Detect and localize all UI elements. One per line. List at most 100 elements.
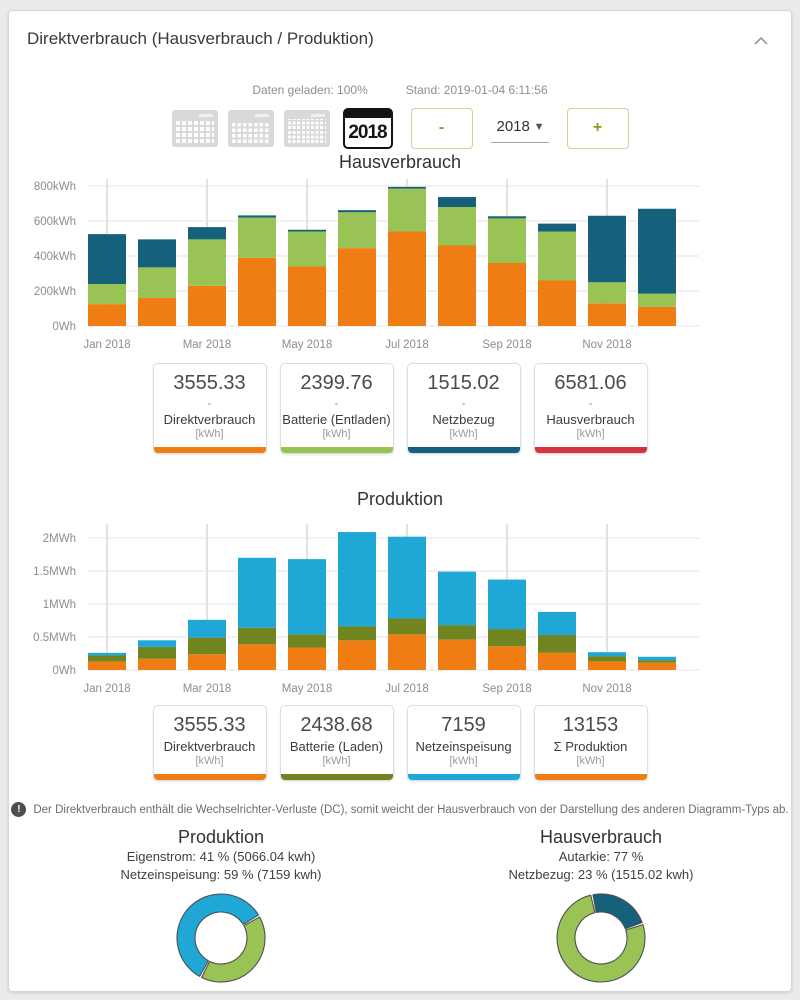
x-tick-label: Mar 2018: [183, 683, 232, 695]
bar-segment-batterie-laden[interactable]: [338, 626, 376, 641]
stat-label: Batterie (Entladen): [282, 412, 391, 427]
donut-slice-netzbezug[interactable]: [592, 893, 643, 930]
year-select[interactable]: 2018 ▼: [490, 113, 549, 143]
collapse-panel-button[interactable]: [753, 33, 773, 49]
bar-segment-netzbezug[interactable]: [438, 197, 476, 207]
calendar-year-view-icon[interactable]: 2018: [342, 107, 393, 149]
bar-segment-netzbezug[interactable]: [288, 229, 326, 232]
bar-segment-netzbezug[interactable]: [388, 186, 426, 189]
bar-segment-direktverbrauch[interactable]: [138, 658, 176, 670]
bar-segment-netzbezug[interactable]: [488, 216, 526, 219]
donut-slice-autarkie[interactable]: [556, 894, 646, 983]
next-year-button[interactable]: +: [566, 107, 629, 149]
produktion-donut-chart[interactable]: [166, 889, 276, 989]
bar-segment-direktverbrauch[interactable]: [388, 231, 426, 327]
bar-segment-batterie-entladen[interactable]: [438, 207, 476, 246]
bar-segment-batterie-laden[interactable]: [538, 635, 576, 653]
bar-segment-netzeinspeisung[interactable]: [488, 579, 526, 630]
x-tick-label: Sep 2018: [482, 683, 531, 695]
bar-segment-direktverbrauch[interactable]: [338, 640, 376, 670]
bar-segment-netzeinspeisung[interactable]: [388, 536, 426, 619]
bar-segment-direktverbrauch[interactable]: [238, 257, 276, 326]
bar-segment-batterie-laden[interactable]: [638, 660, 676, 663]
bar-segment-netzbezug[interactable]: [88, 234, 126, 284]
bar-segment-direktverbrauch[interactable]: [438, 245, 476, 327]
bar-segment-netzeinspeisung[interactable]: [588, 652, 626, 657]
bar-segment-batterie-laden[interactable]: [488, 629, 526, 647]
bar-segment-netzbezug[interactable]: [138, 239, 176, 268]
hausverbrauch-donut-chart[interactable]: [546, 889, 656, 989]
hausverbrauch-bar-chart[interactable]: 0Wh 200kWh 400kWh 600kWh 800kWh Jan 2018 Mar 2…: [9, 171, 789, 363]
bar-segment-direktverbrauch[interactable]: [138, 298, 176, 326]
produktion-bar-chart[interactable]: 0Wh 0.5MWh 1MWh 1.5MWh 2MWh Jan 2018 Mar 2018 M…: [9, 516, 789, 708]
bar-segment-netzbezug[interactable]: [538, 223, 576, 232]
bar-segment-batterie-laden[interactable]: [188, 637, 226, 655]
bar-segment-netzeinspeisung[interactable]: [338, 532, 376, 627]
bar-segment-netzeinspeisung[interactable]: [138, 640, 176, 647]
bar-segment-direktverbrauch[interactable]: [488, 646, 526, 670]
bar-segment-direktverbrauch[interactable]: [538, 280, 576, 327]
stat-color-bar: [153, 447, 266, 453]
bar-segment-netzbezug[interactable]: [338, 210, 376, 213]
bar-segment-netzeinspeisung[interactable]: [438, 571, 476, 626]
bar-segment-direktverbrauch[interactable]: [438, 639, 476, 670]
bar-segment-direktverbrauch[interactable]: [338, 248, 376, 326]
bar-segment-batterie-entladen[interactable]: [138, 267, 176, 298]
bar-segment-netzeinspeisung[interactable]: [638, 656, 676, 661]
stat-value: 6581.06: [554, 372, 627, 394]
summary-title: Hausverbrauch: [539, 827, 663, 847]
bar-segment-batterie-laden[interactable]: [588, 656, 626, 662]
bar-segment-batterie-entladen[interactable]: [238, 217, 276, 258]
bar-segment-batterie-laden[interactable]: [288, 634, 326, 648]
bar-segment-direktverbrauch[interactable]: [288, 647, 326, 670]
bar-segment-direktverbrauch[interactable]: [638, 306, 676, 326]
bar-segment-direktverbrauch[interactable]: [488, 263, 526, 326]
bar-segment-netzbezug[interactable]: [588, 215, 626, 283]
bar-segment-netzeinspeisung[interactable]: [88, 652, 126, 656]
donut-slice-netzeinspeisung[interactable]: [176, 893, 260, 977]
bar-segment-batterie-laden[interactable]: [138, 646, 176, 659]
stat-dash: -: [334, 396, 339, 410]
bar-segment-batterie-entladen[interactable]: [338, 212, 376, 249]
bar-segment-direktverbrauch[interactable]: [538, 652, 576, 670]
bar-segment-direktverbrauch[interactable]: [88, 304, 126, 326]
bar-segment-netzeinspeisung[interactable]: [188, 619, 226, 638]
bar-segment-direktverbrauch[interactable]: [238, 644, 276, 670]
bar-segment-direktverbrauch[interactable]: [388, 634, 426, 670]
bar-segment-batterie-entladen[interactable]: [288, 231, 326, 267]
stat-color-bar: [407, 447, 520, 453]
bar-segment-netzeinspeisung[interactable]: [288, 559, 326, 635]
bar-segment-direktverbrauch[interactable]: [638, 662, 676, 670]
donut-slice-eigenstrom[interactable]: [201, 916, 266, 983]
bar-segment-batterie-laden[interactable]: [438, 625, 476, 640]
bar-segment-batterie-laden[interactable]: [388, 618, 426, 635]
bar-segment-direktverbrauch[interactable]: [588, 303, 626, 326]
bar-segment-netzeinspeisung[interactable]: [238, 557, 276, 628]
bar-segment-batterie-entladen[interactable]: [388, 188, 426, 232]
bar-segment-netzbezug[interactable]: [188, 227, 226, 240]
bar-segment-direktverbrauch[interactable]: [588, 661, 626, 670]
bar-segment-batterie-laden[interactable]: [238, 627, 276, 645]
bar-segment-batterie-laden[interactable]: [88, 655, 126, 662]
bar-segment-batterie-entladen[interactable]: [588, 282, 626, 304]
bar-segment-batterie-entladen[interactable]: [638, 293, 676, 307]
produktion-chart-title: Produktion: [356, 489, 444, 509]
calendar-month-view-icon[interactable]: [283, 109, 330, 147]
bar-segment-direktverbrauch[interactable]: [288, 266, 326, 327]
previous-year-button[interactable]: -: [410, 107, 473, 149]
bar-segment-batterie-entladen[interactable]: [88, 284, 126, 305]
bar-segment-direktverbrauch[interactable]: [188, 285, 226, 326]
bar-segment-direktverbrauch[interactable]: [188, 654, 226, 670]
bar-segment-netzbezug[interactable]: [638, 208, 676, 294]
bar-segment-direktverbrauch[interactable]: [88, 661, 126, 670]
bar-segment-netzeinspeisung[interactable]: [538, 611, 576, 636]
bar-segment-batterie-entladen[interactable]: [488, 218, 526, 263]
stat-dash: -: [207, 396, 212, 410]
calendar-day-view-icon[interactable]: [171, 109, 218, 147]
bar-segment-netzbezug[interactable]: [238, 215, 276, 218]
calendar-week-view-icon[interactable]: [227, 109, 274, 147]
bar-segment-batterie-entladen[interactable]: [188, 239, 226, 286]
bar-segment-batterie-entladen[interactable]: [538, 231, 576, 281]
stat-unit: [kWh]: [195, 755, 224, 767]
year-select-value: 2018: [496, 118, 530, 135]
